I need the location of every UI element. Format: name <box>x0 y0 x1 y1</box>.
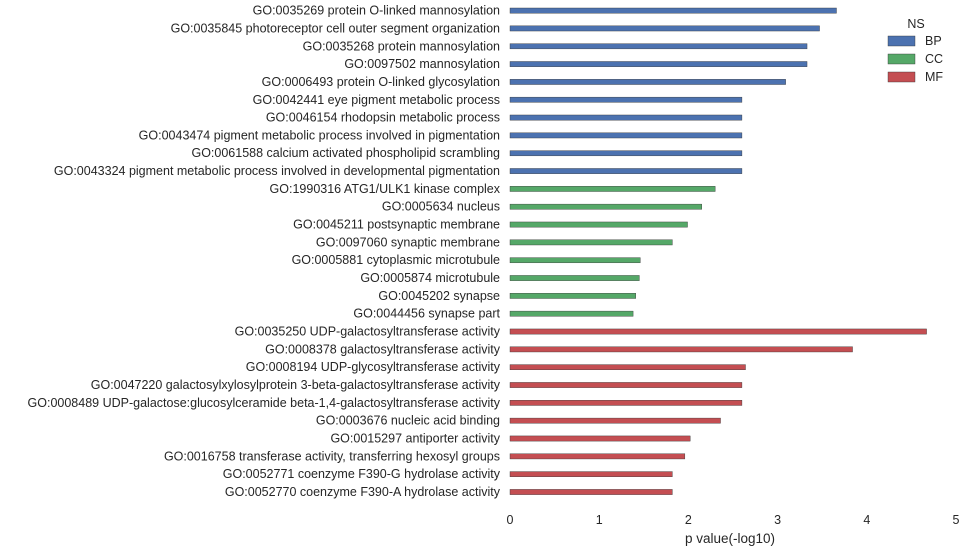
category-label: GO:0008378 galactosyltransferase activit… <box>265 342 501 356</box>
bar <box>509 382 743 388</box>
legend: NS BP CC MF <box>887 17 943 84</box>
category-label: GO:0045211 postsynaptic membrane <box>293 218 500 232</box>
category-label: GO:0035250 UDP-galactosyltransferase act… <box>235 325 501 339</box>
category-label: GO:0052770 coenzyme F390-A hydrolase act… <box>225 485 501 499</box>
legend-title: NS <box>907 17 924 31</box>
bar <box>509 328 927 335</box>
bar <box>509 96 743 103</box>
x-tick-label: 2 <box>685 513 692 527</box>
bar <box>509 471 673 477</box>
category-label: GO:0046154 rhodopsin metabolic process <box>266 111 500 125</box>
bar <box>509 186 716 192</box>
bar <box>509 364 746 371</box>
bar <box>509 489 673 495</box>
bar <box>509 150 743 157</box>
category-label: GO:0043474 pigment metabolic process inv… <box>139 128 500 142</box>
bar <box>509 43 808 50</box>
x-tick-label: 3 <box>774 513 781 527</box>
bar <box>509 221 688 228</box>
category-label: GO:0015297 antiporter activity <box>330 432 500 446</box>
category-label: GO:0047220 galactosylxylosylprotein 3-be… <box>91 378 501 392</box>
category-label: GO:0097502 mannosylation <box>344 57 500 71</box>
category-label: GO:0008194 UDP-glycosyltransferase activ… <box>246 360 501 374</box>
category-labels-layer: GO:0035269 protein O-linked mannosylatio… <box>28 4 501 499</box>
category-label: GO:0035268 protein mannosylation <box>303 39 500 53</box>
bar <box>509 275 640 281</box>
category-label: GO:0006493 protein O-linked glycosylatio… <box>262 75 500 89</box>
bar <box>509 25 820 32</box>
bars-layer <box>509 7 927 495</box>
x-tick-label: 4 <box>863 513 870 527</box>
category-label: GO:0005634 nucleus <box>382 200 500 214</box>
category-label: GO:0043324 pigment metabolic process inv… <box>54 164 500 178</box>
bar <box>509 400 743 406</box>
category-label: GO:0045202 synapse <box>378 289 500 303</box>
bar <box>509 79 786 85</box>
x-tick-label: 5 <box>953 513 960 527</box>
bar <box>509 257 641 264</box>
x-tick-label: 1 <box>596 513 603 527</box>
category-label: GO:0005881 cytoplasmic microtubule <box>292 253 500 267</box>
legend-swatch <box>887 35 916 47</box>
category-label: GO:1990316 ATG1/ULK1 kinase complex <box>270 182 501 196</box>
bar <box>509 132 743 139</box>
category-label: GO:0052771 coenzyme F390-G hydrolase act… <box>223 467 501 481</box>
legend-label: BP <box>925 34 942 48</box>
bar <box>509 168 743 174</box>
category-label: GO:0008489 UDP-galactose:glucosylceramid… <box>28 396 501 410</box>
category-label: GO:0044456 synapse part <box>353 307 500 321</box>
legend-swatch <box>887 71 916 83</box>
x-tick-label: 0 <box>507 513 514 527</box>
category-label: GO:0035269 protein O-linked mannosylatio… <box>253 4 500 18</box>
bar <box>509 310 634 317</box>
category-label: GO:0061588 calcium activated phospholipi… <box>191 146 500 160</box>
bar <box>509 453 686 460</box>
category-label: GO:0035845 photoreceptor cell outer segm… <box>171 21 500 35</box>
category-label: GO:0097060 synaptic membrane <box>316 235 500 249</box>
category-label: GO:0003676 nucleic acid binding <box>316 414 500 428</box>
bar <box>509 61 808 67</box>
bar <box>509 203 702 210</box>
bar <box>509 417 721 424</box>
legend-label: MF <box>925 70 943 84</box>
category-label: GO:0016758 transferase activity, transfe… <box>164 449 500 463</box>
bar <box>509 7 837 14</box>
legend-swatch <box>887 53 916 65</box>
bar <box>509 346 853 353</box>
x-axis-ticks: 0 1 2 3 4 5 <box>507 513 960 527</box>
x-axis-title: p value(-log10) <box>685 531 775 546</box>
category-label: GO:0005874 microtubule <box>360 271 500 285</box>
bar <box>509 293 636 299</box>
category-label: GO:0042441 eye pigment metabolic process <box>253 93 500 107</box>
bar <box>509 239 673 246</box>
bar <box>509 114 743 121</box>
bar <box>509 435 691 442</box>
legend-label: CC <box>925 52 943 66</box>
